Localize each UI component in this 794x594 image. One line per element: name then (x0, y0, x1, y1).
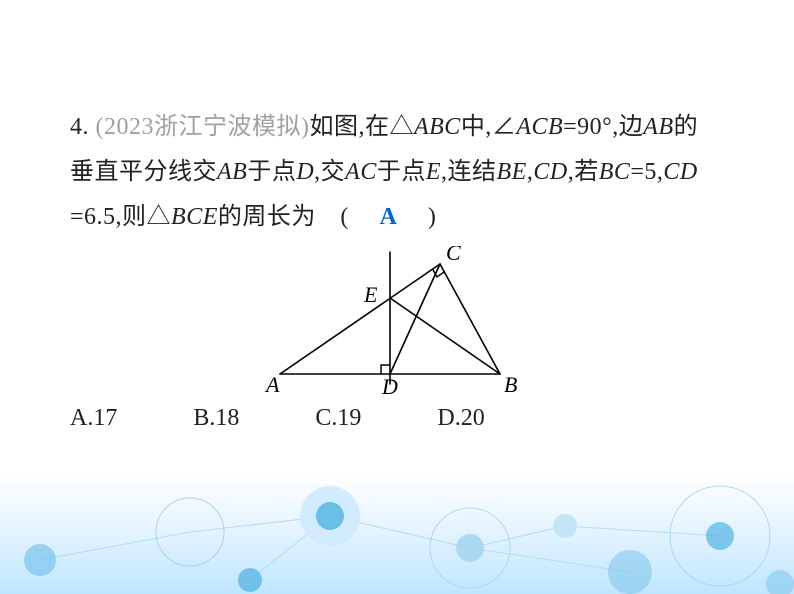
question-source: (2023浙江宁波模拟) (96, 114, 310, 140)
sym-CD: CD (533, 159, 567, 185)
t: =5, (630, 159, 663, 185)
question-line-1: 4. (2023浙江宁波模拟)如图,在△ABC中,∠ACB=90°,边AB的 (70, 105, 730, 150)
t: ,交 (314, 159, 345, 185)
svg-text:B: B (504, 372, 517, 396)
t: ,连结 (441, 159, 497, 185)
t: ,若 (568, 159, 599, 185)
question-number: 4. (70, 114, 96, 140)
t: 于点 (247, 159, 296, 185)
svg-text:A: A (264, 372, 280, 396)
t: =6.5,则△ (70, 204, 171, 230)
t: 如图,在△ (309, 114, 414, 140)
svg-text:D: D (381, 374, 398, 396)
t: 的 (674, 114, 699, 140)
t: 的周长为 ( (218, 204, 374, 230)
sym-BC: BC (599, 159, 631, 185)
sym-ACB: ACB (516, 114, 563, 140)
geometry-diagram: A D B C E (260, 246, 540, 396)
choice-b: B.18 (193, 405, 239, 432)
sym-AB: AB (643, 114, 673, 140)
diagram-container: A D B C E (70, 246, 730, 401)
choice-d: D.20 (437, 405, 484, 432)
question-line-3: =6.5,则△BCE的周长为 ( A ) (70, 195, 730, 240)
sym-ABC: ABC (414, 114, 461, 140)
answer-letter: A (373, 195, 403, 240)
sym-BE: BE (497, 159, 527, 185)
answer-choices: A.17 B.18 C.19 D.20 (70, 405, 730, 432)
t: 于点 (377, 159, 426, 185)
t: ) (403, 204, 436, 230)
t: 垂直平分线交 (70, 159, 217, 185)
svg-text:C: C (446, 246, 461, 265)
sym-CD: CD (663, 159, 697, 185)
sym-BCE: BCE (171, 204, 218, 230)
t: 中,∠ (461, 114, 517, 140)
sym-AC: AC (345, 159, 377, 185)
t: =90°,边 (563, 114, 643, 140)
choice-a: A.17 (70, 405, 117, 432)
question-block: 4. (2023浙江宁波模拟)如图,在△ABC中,∠ACB=90°,边AB的 垂… (70, 105, 730, 432)
sym-AB: AB (217, 159, 247, 185)
svg-text:E: E (363, 282, 378, 307)
sym-D: D (296, 159, 314, 185)
footer-decoration (0, 474, 794, 594)
question-line-2: 垂直平分线交AB于点D,交AC于点E,连结BE,CD,若BC=5,CD (70, 150, 730, 195)
choice-c: C.19 (315, 405, 361, 432)
sym-E: E (426, 159, 441, 185)
